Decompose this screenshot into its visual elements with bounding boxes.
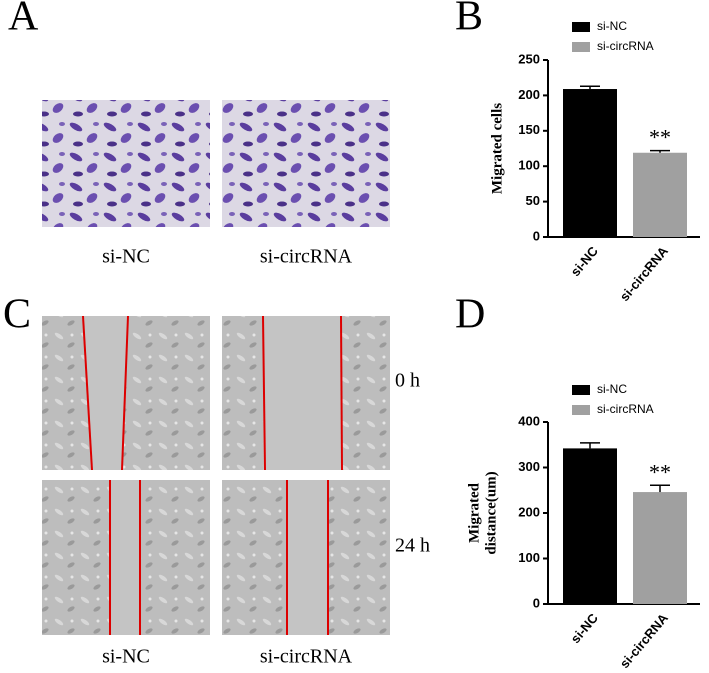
y-tick-label: 150 bbox=[518, 122, 540, 137]
x-tick-label: si-NC bbox=[568, 610, 602, 646]
wound-images bbox=[42, 315, 390, 635]
bar bbox=[633, 492, 687, 604]
y-tick-label: 100 bbox=[518, 550, 540, 565]
y-tick-label: 200 bbox=[518, 87, 540, 102]
legend-swatch bbox=[572, 405, 590, 415]
legend-label: si-circRNA bbox=[597, 402, 654, 416]
legend-label: si-NC bbox=[597, 382, 627, 396]
legend-label: si-circRNA bbox=[597, 39, 654, 53]
legend-swatch bbox=[572, 385, 590, 395]
y-tick-label: 0 bbox=[533, 228, 540, 243]
panel-letter: B bbox=[455, 0, 483, 40]
legend-swatch bbox=[572, 22, 590, 32]
y-tick-label: 100 bbox=[518, 158, 540, 173]
bar bbox=[563, 89, 617, 237]
y-tick-label: 200 bbox=[518, 504, 540, 519]
significance: ** bbox=[649, 125, 671, 150]
y-tick-label: 250 bbox=[518, 51, 540, 66]
transwell-images bbox=[42, 100, 390, 227]
image-label: si-NC bbox=[102, 246, 150, 268]
bar bbox=[563, 448, 617, 604]
y-tick-label: 0 bbox=[533, 595, 540, 610]
panel-letter: C bbox=[3, 292, 31, 338]
y-axis-label: Migrated bbox=[466, 482, 482, 543]
y-tick-label: 400 bbox=[518, 413, 540, 428]
significance: ** bbox=[649, 459, 671, 484]
image-label: si-circRNA bbox=[260, 646, 353, 668]
x-tick-label: si-NC bbox=[568, 243, 602, 279]
time-label: 24 h bbox=[395, 535, 430, 557]
y-axis-label: Migrated cells bbox=[489, 103, 505, 194]
y-axis-label: distance(um) bbox=[483, 471, 499, 554]
x-tick-label: si-circRNA bbox=[617, 243, 672, 304]
y-tick-label: 300 bbox=[518, 459, 540, 474]
time-label: 0 h bbox=[395, 370, 420, 392]
panel-letter: A bbox=[8, 0, 39, 40]
legend-swatch bbox=[572, 42, 590, 52]
image-label: si-circRNA bbox=[260, 246, 353, 268]
bar bbox=[633, 152, 687, 237]
image-label: si-NC bbox=[102, 646, 150, 668]
x-tick-label: si-circRNA bbox=[617, 610, 672, 671]
panel-letter: D bbox=[455, 292, 485, 338]
y-tick-label: 50 bbox=[526, 193, 540, 208]
legend-label: si-NC bbox=[597, 19, 627, 33]
